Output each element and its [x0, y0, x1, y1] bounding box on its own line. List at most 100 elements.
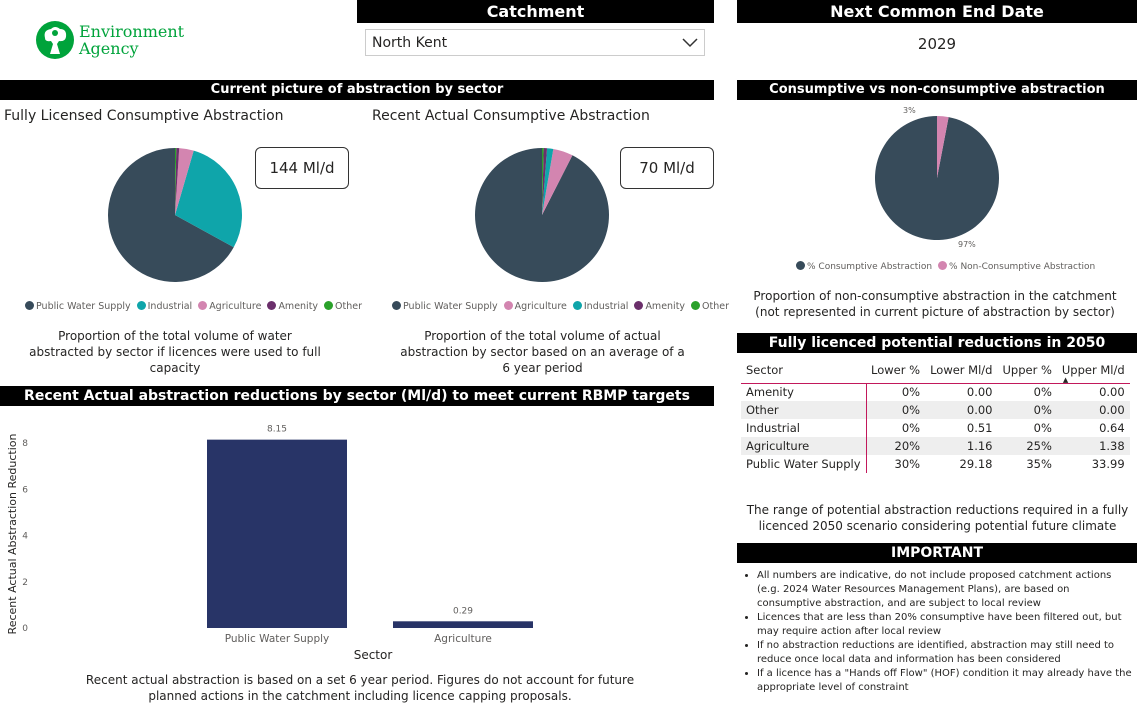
- table-row: Amenity 0% 0.00 0% 0.00: [741, 383, 1130, 401]
- pie-slice-agriculture[interactable]: [542, 148, 573, 215]
- y-tick-label: 2: [22, 578, 28, 588]
- pie-slice-agriculture[interactable]: [175, 148, 194, 215]
- table-cell: 0%: [866, 401, 926, 419]
- actual-caption: Proportion of the total volume of actual…: [400, 329, 685, 375]
- table-cell: 0.51: [966, 421, 993, 435]
- legend-dot-icon: [324, 301, 334, 310]
- col-header-lower-mld[interactable]: Lower Ml/d: [930, 362, 993, 377]
- legend-item-public-water-supply[interactable]: Public Water Supply: [392, 301, 498, 312]
- table-row: Industrial 0% 0.51 0% 0.64: [741, 419, 1130, 437]
- reductions-caption: Recent actual abstraction is based on a …: [85, 673, 635, 703]
- pie-slice-non-consumptive-abstraction[interactable]: [937, 116, 949, 178]
- legend-dot-icon: [572, 301, 582, 310]
- table-cell: 0%: [1033, 385, 1052, 400]
- table-cell: 0%: [901, 385, 921, 400]
- important-item: All numbers are indicative, do not inclu…: [757, 569, 1137, 611]
- legend-label: Industrial: [147, 301, 193, 312]
- table-cell: 35%: [1026, 457, 1052, 471]
- legend-item-consumptive-abstraction[interactable]: % Consumptive Abstraction: [796, 261, 932, 272]
- potential-table: Sector Lower % Lower Ml/d Upper % Upper …: [741, 357, 1130, 473]
- end-date-value: 2029: [917, 35, 957, 53]
- bar-value-label: 8.15: [267, 425, 287, 435]
- legend-item-industrial[interactable]: Industrial: [136, 301, 193, 312]
- table-cell: 25%: [997, 437, 1057, 455]
- table-cell: 30%: [894, 457, 921, 471]
- pie-label-non-consumptive: 3%: [903, 106, 916, 115]
- legend-dot-icon: [198, 301, 208, 310]
- legend-item-other[interactable]: Other: [324, 301, 362, 312]
- table-cell: 0.64: [1099, 421, 1125, 435]
- pie-slice-public-water-supply[interactable]: [108, 148, 234, 282]
- table-cell: 0.00: [1099, 385, 1125, 400]
- legend-dot-icon: [796, 261, 805, 270]
- table-cell-sector: Public Water Supply: [741, 455, 867, 473]
- pie-slice-industrial[interactable]: [542, 148, 554, 215]
- legend-label: Amenity: [645, 301, 686, 312]
- col-header-sector[interactable]: Sector: [746, 362, 783, 377]
- licensed-pie-legend: Public Water Supply Industrial Agriculture…: [25, 301, 362, 312]
- table-row: Public Water Supply 30% 29.18 35% 33.99: [741, 455, 1130, 473]
- bar-public-water-supply[interactable]: [207, 439, 347, 628]
- legend-item-agriculture[interactable]: Agriculture: [503, 301, 567, 312]
- logo-text-line2: Agency: [79, 39, 139, 58]
- legend-item-industrial[interactable]: Industrial: [572, 301, 629, 312]
- x-axis-label: Sector: [354, 648, 393, 662]
- licensed-title: Fully Licensed Consumptive Abstraction: [4, 108, 284, 124]
- legend-item-other[interactable]: Other: [691, 301, 729, 312]
- legend-dot-icon: [691, 301, 701, 310]
- pie-slice-amenity[interactable]: [542, 148, 548, 215]
- important-item: If a licence has a "Hands off Flow" (HOF…: [757, 667, 1137, 695]
- pie-slice-other[interactable]: [175, 148, 177, 215]
- pie-label-consumptive: 97%: [958, 240, 976, 249]
- y-tick-label: 4: [22, 532, 28, 542]
- consumptive-caption: Proportion of non-consumptive abstractio…: [753, 289, 1117, 319]
- legend-item-amenity[interactable]: Amenity: [634, 301, 685, 312]
- table-cell-sector: Agriculture: [741, 437, 867, 455]
- pie-slice-industrial[interactable]: [175, 150, 242, 248]
- licensed-pie-chart: [108, 148, 242, 282]
- legend-label: Agriculture: [514, 301, 567, 312]
- table-cell: 0.00: [966, 385, 993, 400]
- legend-item-public-water-supply[interactable]: Public Water Supply: [25, 301, 131, 312]
- legend-dot-icon: [392, 301, 401, 310]
- col-header-upper-pct[interactable]: Upper %: [1002, 362, 1052, 377]
- potential-caption: The range of potential abstraction reduc…: [746, 503, 1129, 533]
- table-cell: 20%: [866, 437, 926, 455]
- legend-dot-icon: [25, 301, 34, 310]
- legend-item-agriculture[interactable]: Agriculture: [198, 301, 261, 312]
- legend-label: % Non-Consumptive Abstraction: [949, 262, 1096, 272]
- y-tick-label: 6: [22, 485, 28, 495]
- legend-dot-icon: [938, 261, 948, 270]
- catchment-dropdown[interactable]: North Kent: [365, 29, 705, 56]
- legend-item-amenity[interactable]: Amenity: [267, 301, 318, 312]
- x-tick-label: Agriculture: [434, 633, 492, 645]
- catchment-header: Catchment: [357, 0, 714, 23]
- table-cell-sector: Industrial: [741, 419, 867, 437]
- table-cell: 0%: [1033, 421, 1052, 435]
- actual-pie-chart: [474, 148, 609, 282]
- pie-slice-public-water-supply[interactable]: [474, 148, 609, 282]
- catchment-selected: North Kent: [372, 34, 448, 51]
- table-cell: 0%: [997, 401, 1057, 419]
- bar-agriculture[interactable]: [393, 621, 533, 628]
- legend-item-non-consumptive-abstraction[interactable]: % Non-Consumptive Abstraction: [938, 261, 1095, 272]
- y-tick-label: 0: [22, 624, 28, 634]
- table-row: Agriculture 20% 1.16 25% 1.38: [741, 437, 1130, 455]
- important-item: Licences that are less than 20% consumpt…: [757, 611, 1137, 639]
- consumptive-title: Consumptive vs non-consumptive abstracti…: [737, 80, 1137, 100]
- table-row: Other 0% 0.00 0% 0.00: [741, 401, 1130, 419]
- sector-section-title: Current picture of abstraction by sector: [0, 80, 714, 100]
- important-title: IMPORTANT: [737, 543, 1137, 563]
- col-header-upper-mld[interactable]: Upper Ml/d ▲: [1057, 357, 1130, 384]
- environment-agency-logo: Environment Agency: [35, 20, 184, 60]
- pie-slice-amenity[interactable]: [175, 148, 180, 215]
- y-tick-label: 8: [22, 439, 28, 449]
- chevron-down-icon: [682, 37, 698, 47]
- pie-slice-other[interactable]: [542, 148, 544, 215]
- legend-label: Industrial: [583, 301, 629, 312]
- col-header-lower-pct[interactable]: Lower %: [871, 362, 921, 377]
- consumptive-pie-legend: % Consumptive Abstraction % Non-Consumpti…: [796, 261, 1095, 272]
- legend-dot-icon: [634, 301, 644, 310]
- important-item: If no abstraction reductions are identif…: [757, 639, 1137, 667]
